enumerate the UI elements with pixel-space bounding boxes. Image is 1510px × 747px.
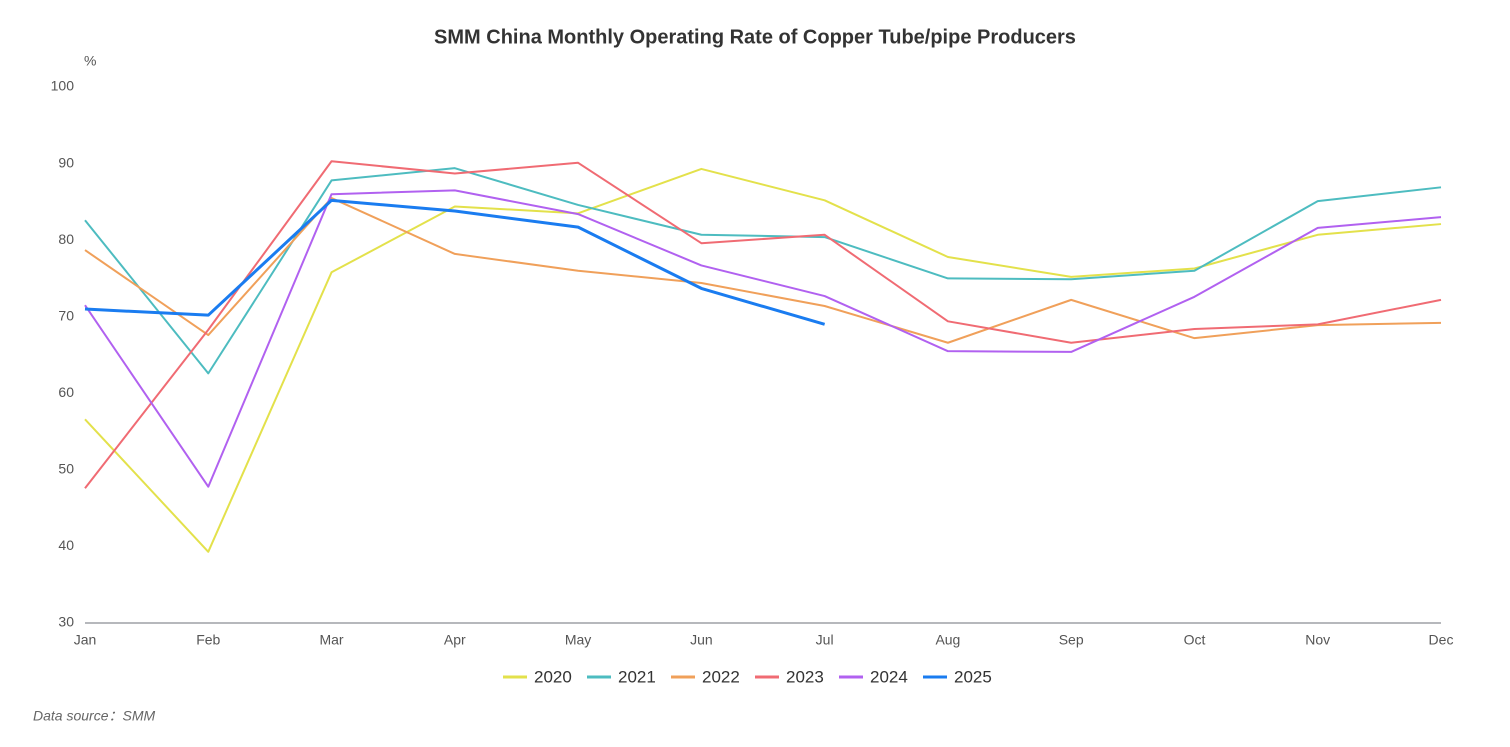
legend-label: 2021	[618, 667, 656, 686]
series-line	[84, 198, 826, 326]
y-tick-label: 90	[58, 154, 74, 170]
x-tick-label: Jun	[690, 632, 713, 648]
x-tick-label: Oct	[1184, 632, 1206, 648]
series-line	[84, 189, 1442, 488]
data-source: Data source：SMM	[33, 708, 155, 724]
x-tick-label: Mar	[319, 632, 343, 648]
legend-label: 2022	[702, 667, 740, 686]
y-tick-label: 60	[58, 384, 74, 400]
y-tick-label: 40	[58, 537, 74, 553]
x-tick-label: Jul	[816, 632, 834, 648]
x-tick-label: Apr	[444, 632, 466, 648]
x-tick-label: Sep	[1059, 632, 1084, 648]
x-tick-label: May	[565, 632, 591, 648]
x-tick-label: Nov	[1305, 632, 1330, 648]
y-tick-label: 30	[58, 614, 74, 630]
x-tick-label: Aug	[935, 632, 960, 648]
legend-label: 2020	[534, 667, 572, 686]
series-line	[84, 167, 1442, 375]
y-tick-label: 80	[58, 231, 74, 247]
legend-label: 2025	[954, 667, 992, 686]
x-tick-label: Feb	[196, 632, 220, 648]
y-axis-unit: %	[84, 53, 96, 69]
x-tick-label: Jan	[74, 632, 97, 648]
legend-label: 2024	[870, 667, 908, 686]
series-line	[84, 167, 1442, 553]
legend-label: 2023	[786, 667, 824, 686]
chart-title: SMM China Monthly Operating Rate of Copp…	[434, 26, 1076, 48]
y-tick-label: 50	[58, 461, 74, 477]
x-tick-label: Dec	[1429, 632, 1454, 648]
y-tick-label: 100	[51, 78, 75, 94]
y-tick-label: 70	[58, 307, 74, 323]
series-line	[84, 160, 1442, 489]
